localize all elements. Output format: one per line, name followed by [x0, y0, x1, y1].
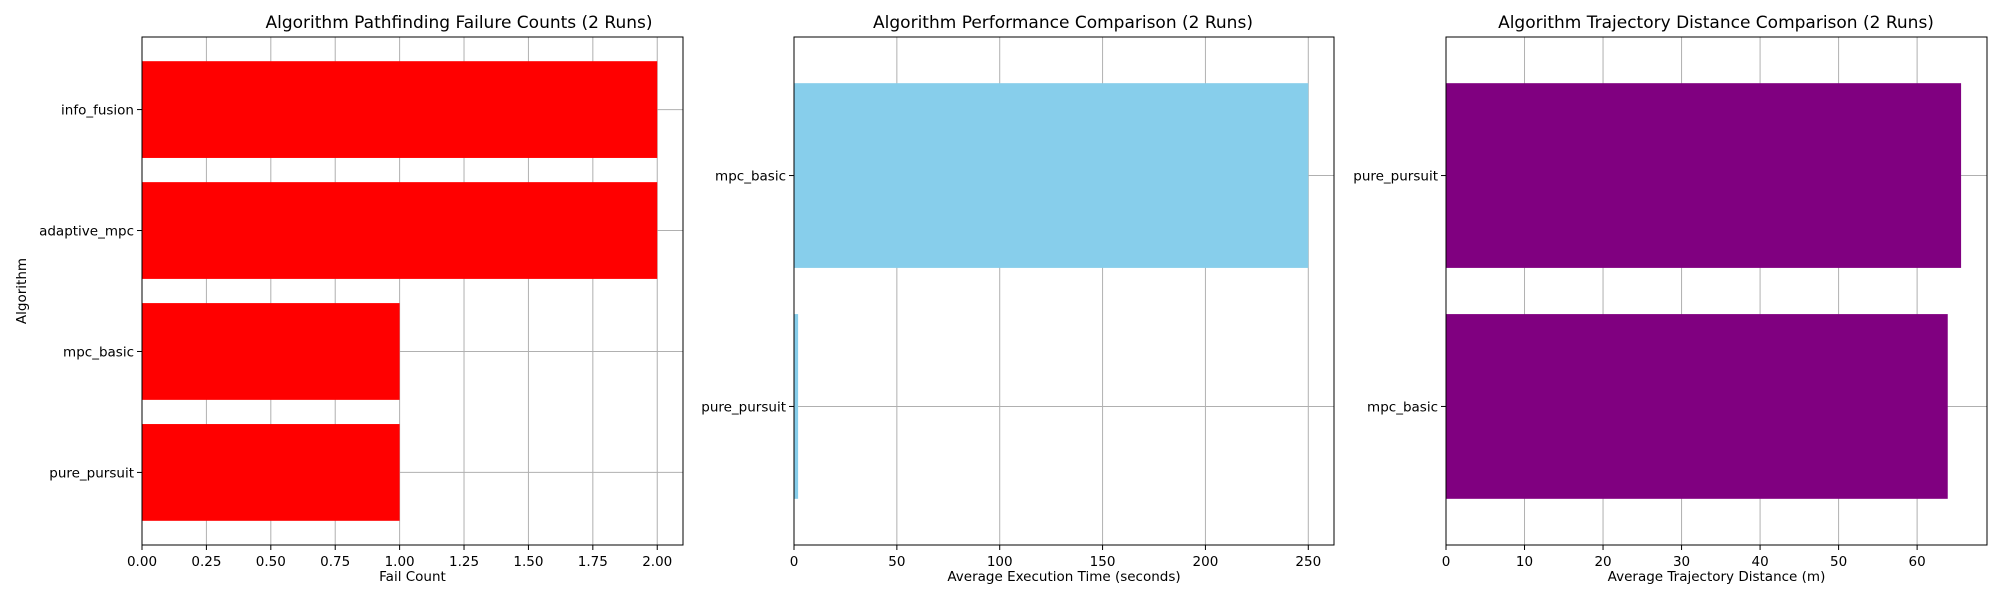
x-tick-label: 10 [1516, 554, 1533, 570]
y-tick-label: mpc_basic [1367, 399, 1438, 415]
x-tick-label: 100 [987, 554, 1013, 570]
x-tick-label: 50 [888, 554, 905, 570]
x-tick-label: 1.75 [578, 554, 608, 570]
x-axis-label: Average Execution Time (seconds) [947, 569, 1180, 585]
x-axis-label: Average Trajectory Distance (m) [1608, 569, 1826, 585]
bar-adaptive_mpc [142, 182, 658, 279]
x-tick-label: 1.50 [513, 554, 543, 570]
chart-title: Algorithm Performance Comparison (2 Runs… [873, 13, 1253, 33]
x-tick-label: 2.00 [642, 554, 672, 570]
axes-frame [141, 36, 684, 546]
x-tick-label: 0 [1442, 554, 1451, 570]
failure-count-chart: Algorithm Pathfinding Failure Counts (2 … [14, 13, 684, 585]
y-tick-label: mpc_basic [715, 169, 786, 185]
y-tick-label: pure_pursuit [701, 399, 786, 415]
bar-pure_pursuit [1446, 83, 1962, 268]
bar-pure_pursuit [794, 314, 799, 499]
y-tick-label: pure_pursuit [1353, 169, 1438, 185]
x-tick-label: 0 [790, 554, 799, 570]
x-tick-label: 30 [1673, 554, 1690, 570]
y-tick-label: info_fusion [61, 103, 134, 119]
x-tick-label: 60 [1909, 554, 1926, 570]
x-tick-label: 1.00 [385, 554, 415, 570]
y-axis-label: Algorithm [14, 258, 30, 324]
x-tick-label: 1.25 [449, 554, 479, 570]
bar-mpc_basic [1446, 314, 1948, 499]
execution-time-chart: Algorithm Performance Comparison (2 Runs… [701, 13, 1335, 585]
bar-info_fusion [142, 61, 658, 158]
y-tick-label: adaptive_mpc [39, 224, 134, 240]
y-tick-label: pure_pursuit [49, 465, 134, 481]
bar-mpc_basic [794, 83, 1309, 268]
bar-pure_pursuit [142, 424, 400, 521]
trajectory-distance-chart: Algorithm Trajectory Distance Comparison… [1353, 13, 1988, 585]
x-tick-label: 200 [1193, 554, 1219, 570]
x-axis-label: Fail Count [379, 569, 446, 585]
x-tick-label: 250 [1295, 554, 1321, 570]
x-tick-label: 0.50 [256, 554, 286, 570]
x-tick-label: 150 [1090, 554, 1116, 570]
x-tick-label: 40 [1751, 554, 1768, 570]
x-tick-label: 0.25 [191, 554, 221, 570]
axes-frame [793, 36, 1335, 546]
bar-mpc_basic [142, 303, 400, 400]
x-tick-label: 20 [1594, 554, 1611, 570]
x-tick-label: 50 [1830, 554, 1847, 570]
x-tick-label: 0.00 [127, 554, 157, 570]
chart-title: Algorithm Trajectory Distance Comparison… [1498, 13, 1934, 33]
axes-frame [1445, 36, 1988, 546]
x-tick-label: 0.75 [320, 554, 350, 570]
y-tick-label: mpc_basic [63, 344, 134, 360]
chart-title: Algorithm Pathfinding Failure Counts (2 … [266, 13, 653, 33]
